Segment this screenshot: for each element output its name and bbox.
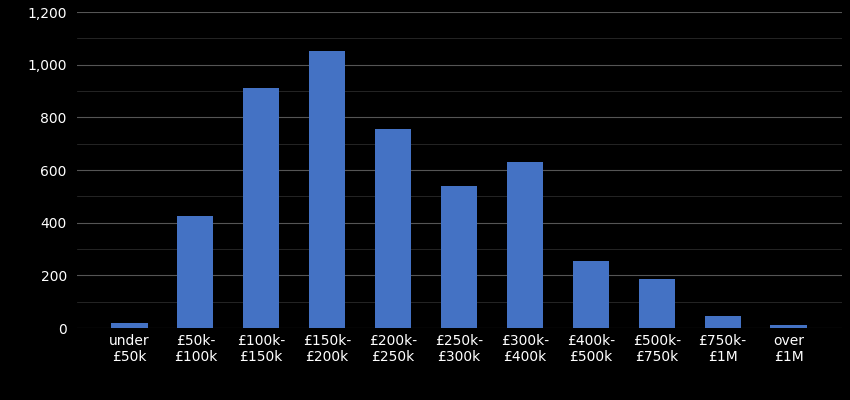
Bar bbox=[705, 316, 741, 328]
Bar bbox=[375, 129, 411, 328]
Bar bbox=[243, 88, 280, 328]
Bar bbox=[441, 186, 477, 328]
Bar bbox=[573, 261, 609, 328]
Bar bbox=[507, 162, 543, 328]
Bar bbox=[111, 323, 148, 328]
Bar bbox=[638, 279, 675, 328]
Bar bbox=[177, 216, 213, 328]
Bar bbox=[309, 52, 345, 328]
Bar bbox=[770, 325, 807, 328]
